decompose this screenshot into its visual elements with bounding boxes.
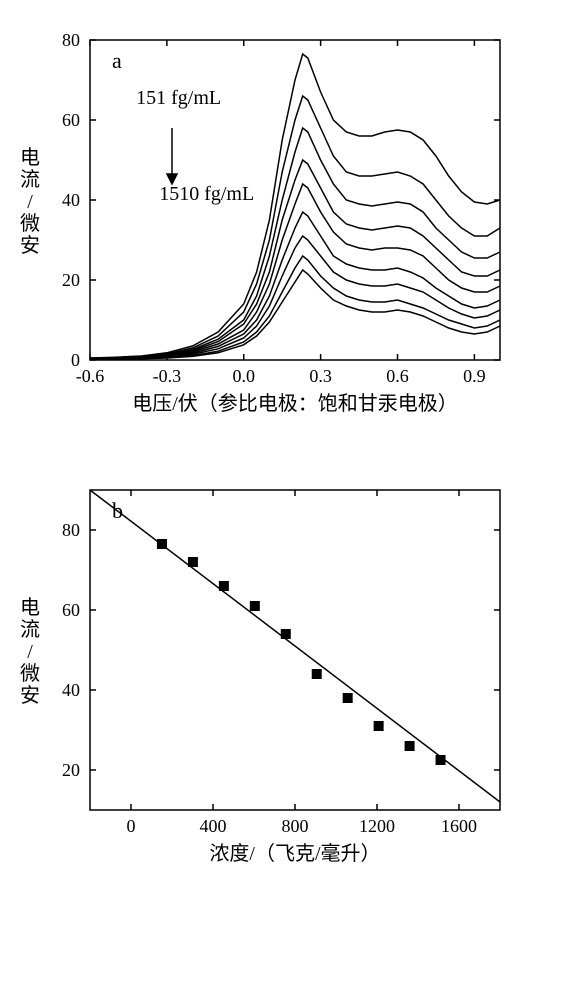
svg-text:40: 40 (62, 190, 80, 210)
svg-text:流: 流 (20, 618, 40, 641)
panel-a-svg: -0.6 -0.3 0.0 0.3 0.6 0.9 0 20 40 60 80 a 151 fg/mL 1… (0, 20, 520, 450)
svg-text:/: / (27, 191, 33, 213)
svg-text:0: 0 (127, 816, 136, 836)
svg-text:电: 电 (20, 146, 40, 169)
svg-text:电: 电 (20, 596, 40, 619)
svg-text:0.9: 0.9 (463, 366, 486, 386)
svg-text:20: 20 (62, 270, 80, 290)
svg-text:60: 60 (62, 600, 80, 620)
panel-b-plot-area: 0 400 800 1200 1600 20 40 60 80 b 浓度/（飞克/毫升） 电流/微安 (20, 490, 500, 865)
panel-a-container: -0.6 -0.3 0.0 0.3 0.6 0.9 0 20 40 60 80 a 151 fg/mL 1… (0, 20, 576, 450)
svg-text:80: 80 (62, 30, 80, 50)
panel-a-plot-area: -0.6 -0.3 0.0 0.3 0.6 0.9 0 20 40 60 80 a 151 fg/mL 1… (20, 30, 500, 415)
panel-b-svg: 0 400 800 1200 1600 20 40 60 80 b 浓度/（飞克/毫升） 电流/微安 (0, 470, 520, 900)
svg-text:1510 fg/mL: 1510 fg/mL (159, 183, 254, 205)
svg-text:0.0: 0.0 (233, 366, 256, 386)
svg-text:400: 400 (200, 816, 227, 836)
svg-text:20: 20 (62, 760, 80, 780)
panel-b-container: 0 400 800 1200 1600 20 40 60 80 b 浓度/（飞克/毫升） 电流/微安 (0, 470, 576, 900)
svg-text:安: 安 (20, 684, 40, 707)
svg-text:40: 40 (62, 680, 80, 700)
svg-text:微: 微 (20, 662, 40, 685)
svg-text:0.3: 0.3 (309, 366, 332, 386)
svg-text:微: 微 (20, 212, 40, 235)
svg-text:80: 80 (62, 520, 80, 540)
svg-text:0: 0 (71, 350, 80, 370)
svg-text:安: 安 (20, 234, 40, 257)
svg-text:-0.3: -0.3 (153, 366, 182, 386)
svg-text:0.6: 0.6 (386, 366, 409, 386)
svg-text:1600: 1600 (441, 816, 477, 836)
svg-text:800: 800 (282, 816, 309, 836)
svg-text:-0.6: -0.6 (76, 366, 105, 386)
svg-text:电压/伏（参比电极：饱和甘汞电极）: 电压/伏（参比电极：饱和甘汞电极） (132, 392, 458, 415)
svg-text:/: / (27, 641, 33, 663)
svg-text:a: a (112, 48, 122, 73)
svg-text:1200: 1200 (359, 816, 395, 836)
svg-text:151 fg/mL: 151 fg/mL (136, 87, 221, 109)
svg-text:浓度/（飞克/毫升）: 浓度/（飞克/毫升） (209, 842, 380, 865)
svg-text:b: b (112, 498, 123, 523)
svg-text:流: 流 (20, 168, 40, 191)
svg-text:60: 60 (62, 110, 80, 130)
